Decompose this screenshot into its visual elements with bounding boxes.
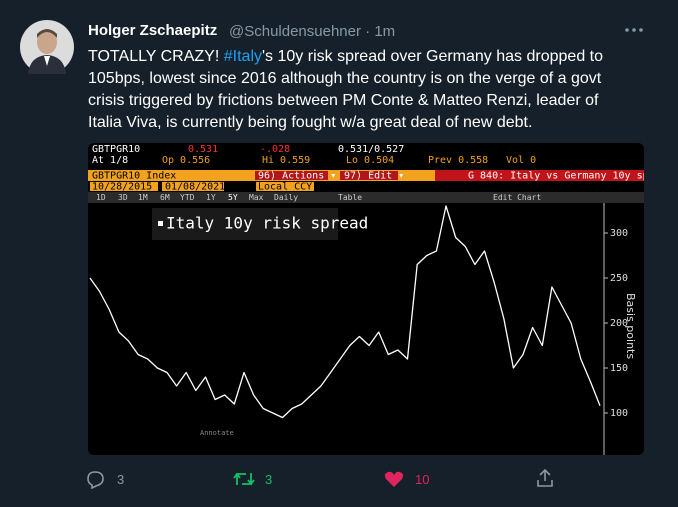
ccy-box[interactable] <box>256 182 314 191</box>
terminal-text: -.028 <box>260 144 290 155</box>
y-tick-label: 200 <box>610 318 628 329</box>
chart-image: GBTPGR10 0.531 -.028 0.531/0.527 At 1/8 Op 0.… <box>88 143 644 455</box>
y-tick-label: 250 <box>610 273 628 284</box>
toolbar-item[interactable]: 1Y <box>206 193 216 202</box>
terminal-text: GBTPGR10 Index <box>92 171 176 182</box>
date-box[interactable] <box>162 182 224 191</box>
toolbar-item[interactable]: Daily <box>274 193 298 202</box>
terminal-text: 0.531/0.527 <box>338 144 404 155</box>
button[interactable] <box>340 171 398 180</box>
author-name[interactable]: Holger Zschaepitz <box>88 22 218 39</box>
legend-box <box>152 208 338 240</box>
retweet-icon[interactable] <box>232 470 256 488</box>
more-icon[interactable] <box>624 26 644 34</box>
toolbar-item[interactable]: 1D <box>96 193 106 202</box>
tweet-line: 105bps, lowest since 2016 although the c… <box>88 70 602 87</box>
toolbar-item[interactable]: 3D <box>118 193 128 202</box>
like-count: 10 <box>415 472 430 487</box>
legend-swatch <box>158 221 163 226</box>
toolbar-item[interactable]: Max <box>249 193 264 202</box>
terminal-text: 10/28/2015 <box>92 182 152 193</box>
y-tick-label: 300 <box>610 228 628 239</box>
toolbar-item[interactable]: 6M <box>160 193 170 202</box>
legend-label: Italy 10y risk spread <box>166 214 368 233</box>
toolbar-item[interactable]: Edit Chart <box>493 193 541 202</box>
button-label: 96) Actions ▾ <box>258 171 336 182</box>
share-icon[interactable] <box>535 468 555 488</box>
tweet-text: 's 10y risk spread over Germany has drop… <box>262 48 603 65</box>
y-axis-label: Basis points <box>624 293 637 359</box>
function-bar <box>435 170 644 181</box>
avatar[interactable] <box>20 20 74 74</box>
tweet-line: TOTALLY CRAZY! #Italy's 10y risk spread … <box>88 46 603 68</box>
terminal-text: At 1/8 <box>92 155 128 166</box>
handle-time[interactable]: @Schuldensuehner · 1m <box>229 23 396 40</box>
reply-icon[interactable] <box>86 469 106 489</box>
toolbar <box>88 192 644 203</box>
hashtag[interactable]: #Italy <box>223 48 262 65</box>
retweet-count: 3 <box>265 472 273 487</box>
like-icon[interactable] <box>384 470 404 488</box>
terminal-text: Op 0.556 <box>162 155 210 166</box>
terminal-text: Lo 0.504 <box>346 155 394 166</box>
toolbar-item[interactable]: 1M <box>138 193 148 202</box>
series-line <box>89 205 601 419</box>
tweet-line: crisis triggered by frictions between PM… <box>88 92 599 109</box>
terminal-text: G 840: Italy vs Germany 10y spd <box>468 171 644 182</box>
terminal-text: 0.531 <box>188 144 218 155</box>
button[interactable] <box>255 171 328 180</box>
tweet-line: Italia Viva, is currently being fought w… <box>88 114 533 131</box>
reply-count: 3 <box>117 472 125 487</box>
annotate-label: Annotate <box>200 429 234 437</box>
toolbar-item[interactable]: 5Y <box>228 193 238 202</box>
terminal-text: 01/08/2021 <box>165 182 225 193</box>
toolbar-item[interactable]: YTD <box>180 193 195 202</box>
y-tick-label: 100 <box>610 408 628 419</box>
toolbar-item[interactable]: Table <box>338 193 362 202</box>
button-label: 97) Edit ▾ <box>344 171 404 182</box>
terminal-text: Vol 0 <box>506 155 536 166</box>
terminal-text: Local CCY <box>258 182 312 193</box>
terminal-text: Prev 0.558 <box>428 155 488 166</box>
date-box[interactable] <box>90 182 158 191</box>
terminal-text: GBTPGR10 <box>92 144 140 155</box>
terminal-text: Hi 0.559 <box>262 155 310 166</box>
tweet-text: TOTALLY CRAZY! <box>88 48 224 65</box>
y-tick-label: 150 <box>610 363 628 374</box>
